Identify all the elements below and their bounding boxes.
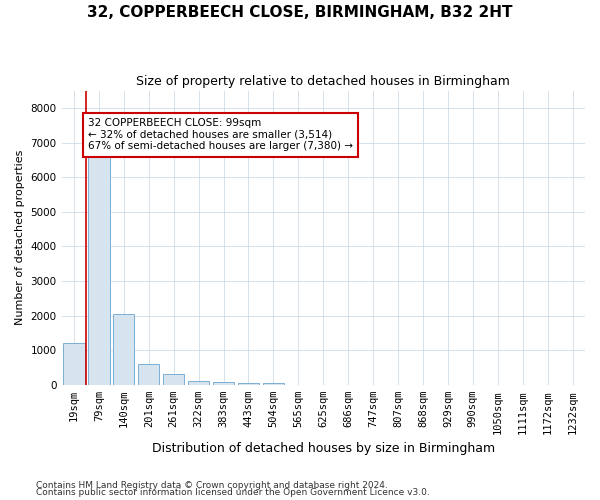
Bar [188, 380, 209, 385]
Text: 32, COPPERBEECH CLOSE, BIRMINGHAM, B32 2HT: 32, COPPERBEECH CLOSE, BIRMINGHAM, B32 2… [87, 5, 513, 20]
Title: Size of property relative to detached houses in Birmingham: Size of property relative to detached ho… [136, 75, 510, 88]
Text: Contains public sector information licensed under the Open Government Licence v3: Contains public sector information licen… [36, 488, 430, 497]
X-axis label: Distribution of detached houses by size in Birmingham: Distribution of detached houses by size … [152, 442, 495, 455]
Bar [213, 382, 234, 385]
Bar [263, 383, 284, 385]
Bar [113, 314, 134, 385]
Bar [138, 364, 160, 385]
Bar [163, 374, 184, 385]
Text: 32 COPPERBEECH CLOSE: 99sqm
← 32% of detached houses are smaller (3,514)
67% of : 32 COPPERBEECH CLOSE: 99sqm ← 32% of det… [88, 118, 353, 152]
Text: Contains HM Land Registry data © Crown copyright and database right 2024.: Contains HM Land Registry data © Crown c… [36, 480, 388, 490]
Bar [238, 383, 259, 385]
Y-axis label: Number of detached properties: Number of detached properties [15, 150, 25, 326]
Bar [88, 153, 110, 385]
Bar [64, 344, 85, 385]
